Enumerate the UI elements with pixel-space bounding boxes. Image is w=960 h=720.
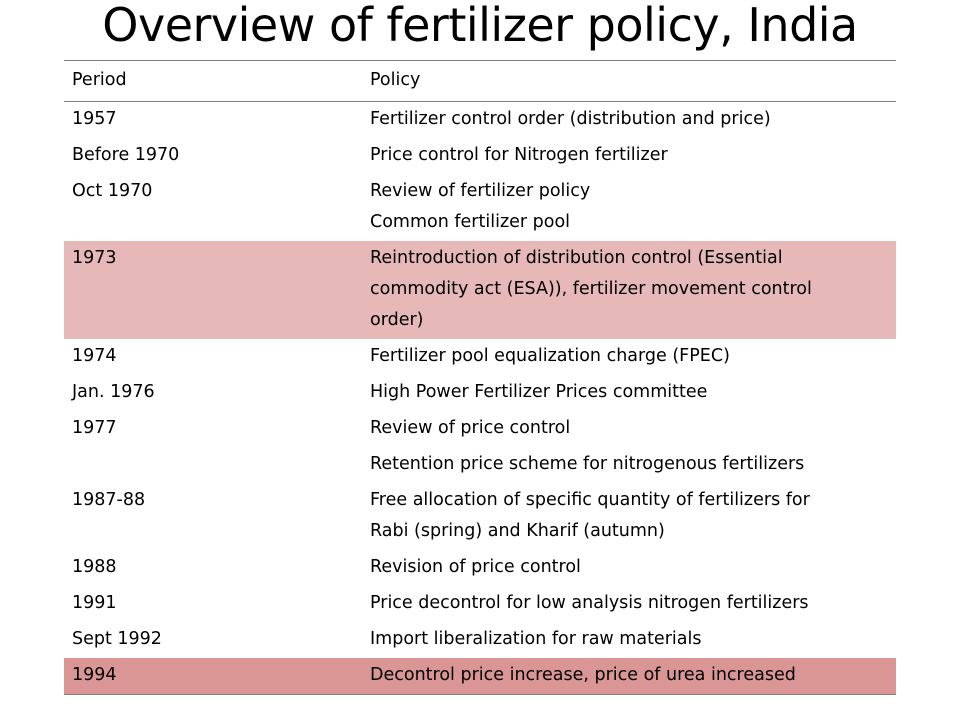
policy-line: Fertilizer control order (distribution a…: [370, 109, 771, 129]
policy-line: Free allocation of specific quantity of …: [370, 490, 810, 510]
table-row: 1988 Revision of price control: [64, 550, 896, 586]
period-cell: 1988: [72, 557, 117, 577]
period-cell: [64, 447, 370, 483]
table-row: 1977 Review of price control: [64, 411, 896, 447]
policy-cell: Price control for Nitrogen fertilizer: [370, 138, 896, 174]
period-cell: 1987-88: [72, 490, 146, 510]
period-cell: 1974: [72, 346, 117, 366]
table-body: 1957 Fertilizer control order (distributi…: [64, 102, 896, 695]
policy-line: Fertilizer pool equalization charge (FPE…: [370, 346, 730, 366]
table-row: 1974 Fertilizer pool equalization charge …: [64, 339, 896, 375]
table-row: 1991 Price decontrol for low analysis nit…: [64, 586, 896, 622]
policy-line: Review of fertilizer policy: [370, 181, 591, 201]
policy-line: Common fertilizer pool: [370, 212, 571, 232]
period-cell: 1973: [64, 241, 370, 339]
period-cell: Oct 1970: [72, 181, 153, 201]
column-header-period: Period: [64, 60, 370, 102]
table-row: Oct 1970 Review of fertilizer policy Commo…: [64, 174, 896, 241]
policy-line: High Power Fertilizer Prices committee: [370, 382, 708, 402]
policy-line: Price control for Nitrogen fertilizer: [370, 145, 668, 165]
table-row: Before 1970 Price control for Nitrogen fe…: [64, 138, 896, 174]
period-cell: 1991: [72, 593, 117, 613]
policy-cell: Review of fertilizer policy Common fertil…: [370, 174, 896, 241]
policy-cell: Retention price scheme for nitrogenous f…: [370, 447, 896, 483]
policy-cell: Fertilizer pool equalization charge (FPE…: [370, 339, 896, 375]
period-cell: Jan. 1976: [72, 382, 155, 402]
policy-cell: Import liberalization for raw materials: [370, 622, 896, 658]
policy-line: order): [370, 310, 424, 330]
table-row: Retention price scheme for nitrogenous f…: [64, 447, 896, 483]
period-cell: Before 1970: [72, 145, 180, 165]
table-row: 1957 Fertilizer control order (distributi…: [64, 102, 896, 139]
policy-line: Reintroduction of distribution control (…: [370, 248, 783, 268]
policy-line: Price decontrol for low analysis nitroge…: [370, 593, 809, 613]
policy-cell: Revision of price control: [370, 550, 896, 586]
period-cell: 1957: [72, 109, 117, 129]
table-header-row: Period Policy: [64, 60, 896, 102]
column-header-policy: Policy: [370, 60, 896, 102]
table-row: 1973 Reintroduction of distribution contr…: [64, 241, 896, 339]
policy-line: Rabi (spring) and Kharif (autumn): [370, 521, 665, 541]
policy-cell: High Power Fertilizer Prices committee: [370, 375, 896, 411]
table-row: Jan. 1976 High Power Fertilizer Prices co…: [64, 375, 896, 411]
policy-cell: Free allocation of specific quantity of …: [370, 483, 896, 550]
policy-cell: Fertilizer control order (distribution a…: [370, 102, 896, 139]
period-cell: Sept 1992: [72, 629, 162, 649]
table-row: Sept 1992 Import liberalization for raw m…: [64, 622, 896, 658]
period-cell: 1994: [64, 658, 370, 695]
period-cell: 1977: [72, 418, 117, 438]
policy-line: Review of price control: [370, 418, 571, 438]
policy-table: Period Policy 1957 Fertilizer control ord…: [64, 60, 896, 695]
policy-line: Revision of price control: [370, 557, 581, 577]
policy-cell: Reintroduction of distribution control (…: [370, 241, 896, 339]
policy-line: Retention price scheme for nitrogenous f…: [370, 454, 805, 474]
table-row: 1994 Decontrol price increase, price of u…: [64, 658, 896, 695]
policy-line: Decontrol price increase, price of urea …: [370, 665, 796, 685]
policy-line: commodity act (ESA)), fertilizer movemen…: [370, 279, 812, 299]
slide-title: Overview of fertilizer policy, India: [102, 0, 858, 52]
policy-cell: Decontrol price increase, price of urea …: [370, 658, 896, 695]
table-row: 1987-88 Free allocation of specific quant…: [64, 483, 896, 550]
policy-line: Import liberalization for raw materials: [370, 629, 702, 649]
policy-cell: Review of price control: [370, 411, 896, 447]
policy-cell: Price decontrol for low analysis nitroge…: [370, 586, 896, 622]
